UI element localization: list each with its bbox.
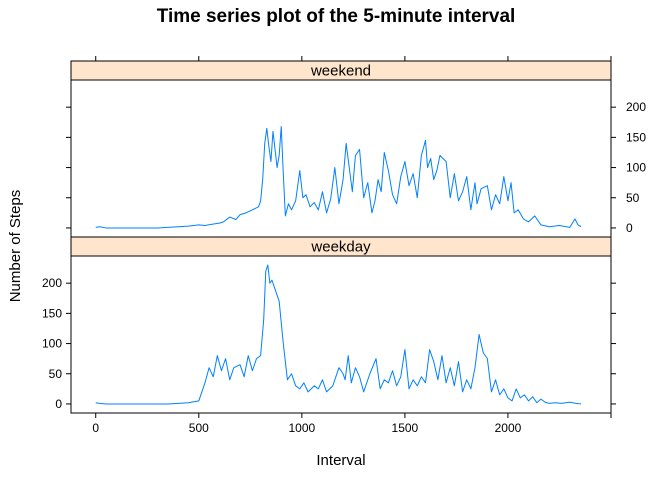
series-line-weekday <box>95 264 582 405</box>
chart-title: Time series plot of the 5-minute interva… <box>157 6 516 27</box>
panel-weekday: weekday 0 50 100 150 200 <box>42 236 616 414</box>
x-axis-label: Interval <box>316 452 365 469</box>
series-line-weekend <box>95 126 582 229</box>
y-tick-label-weekday-200: 200 <box>42 276 62 290</box>
panel-weekend: weekend 0 50 100 150 200 <box>66 60 646 238</box>
panel-frame-weekend <box>70 60 612 238</box>
y-axis-label: Number of Steps <box>7 190 24 303</box>
y-tick-label-weekday-0: 0 <box>55 397 62 411</box>
x-tick-label-1500: 1500 <box>392 421 419 435</box>
y-tick-label-weekend-200: 200 <box>626 100 646 114</box>
x-tick-label-0: 0 <box>92 421 99 435</box>
y-tick-label-weekend-150: 150 <box>626 130 646 144</box>
x-tick-label-1000: 1000 <box>288 421 315 435</box>
x-tick-label-2000: 2000 <box>495 421 522 435</box>
y-tick-label-weekend-0: 0 <box>626 221 633 235</box>
y-tick-label-weekend-50: 50 <box>626 191 640 205</box>
strip-label-weekday: weekday <box>310 239 371 256</box>
y-tick-label-weekday-50: 50 <box>49 367 63 381</box>
x-tick-label-500: 500 <box>189 421 209 435</box>
panel-frame-weekday <box>70 236 612 414</box>
strip-label-weekend: weekend <box>310 63 371 80</box>
y-tick-label-weekday-100: 100 <box>42 337 62 351</box>
y-tick-label-weekday-150: 150 <box>42 306 62 320</box>
y-tick-label-weekend-100: 100 <box>626 161 646 175</box>
